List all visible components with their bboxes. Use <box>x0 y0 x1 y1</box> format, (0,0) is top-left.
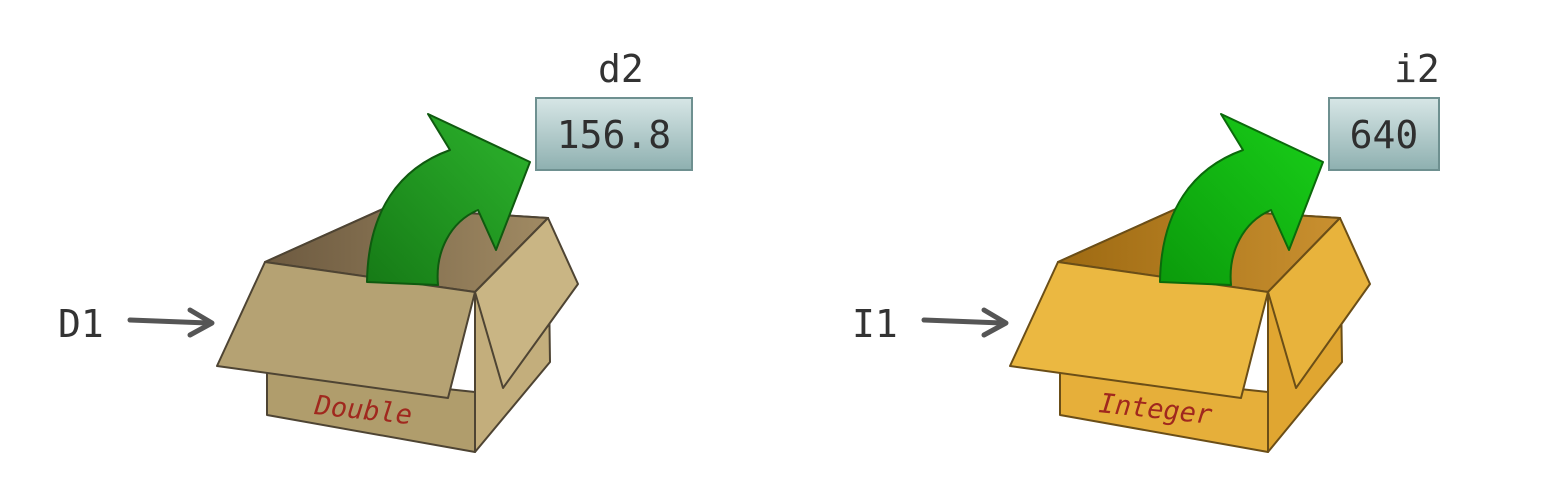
double-box <box>216 207 579 453</box>
pointer-arrow-d1 <box>127 307 215 338</box>
value-box-d2 <box>535 97 693 171</box>
integer-box-right-flap <box>1267 217 1371 389</box>
value-box-i2 <box>1328 97 1440 171</box>
value-i2: 640 <box>1350 113 1419 157</box>
double-unbox-arrow <box>366 113 531 286</box>
integer-box <box>1009 207 1371 453</box>
value-d2: 156.8 <box>557 113 671 157</box>
double-box-right-flap <box>474 217 579 389</box>
pointer-label-d1: D1 <box>58 302 104 346</box>
pointer-arrow-i1 <box>921 307 1009 338</box>
pointer-label-i1: I1 <box>852 302 898 346</box>
integer-unbox-arrow <box>1159 113 1324 286</box>
double-unboxing-group: D1 Double d2 156.8 <box>58 47 693 453</box>
var-name-d2: d2 <box>598 47 644 91</box>
var-name-i2: i2 <box>1394 47 1440 91</box>
integer-unboxing-group: I1 Integer i2 640 <box>852 47 1440 453</box>
